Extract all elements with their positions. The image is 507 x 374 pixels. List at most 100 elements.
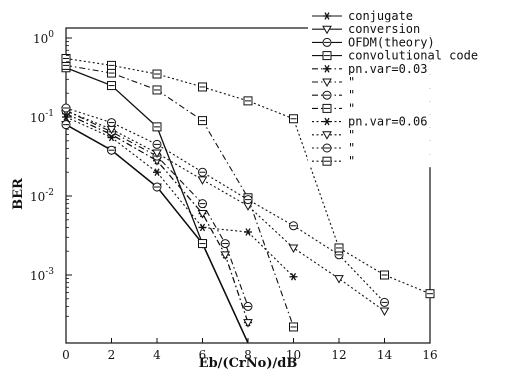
data-point	[107, 81, 116, 91]
data-point	[289, 272, 298, 281]
legend-entry: pn.var=0.06	[308, 114, 452, 129]
legend-marker	[322, 103, 332, 113]
data-point	[107, 60, 116, 70]
legend-backdrop	[308, 61, 452, 75]
legend-backdrop	[308, 48, 452, 62]
series-9	[61, 107, 390, 317]
x-tick-label: 2	[108, 348, 116, 362]
y-tick-label: 10-3	[30, 267, 54, 283]
data-point	[289, 221, 298, 231]
legend-label: conversion	[348, 22, 420, 36]
y-tick-base: 10	[30, 111, 45, 125]
data-point	[243, 319, 253, 328]
x-tick-label: 0	[62, 348, 70, 362]
legend-entry: "	[308, 154, 452, 168]
data-point	[61, 54, 71, 64]
series-7	[61, 60, 298, 332]
data-point	[152, 182, 162, 192]
data-point	[220, 251, 231, 260]
data-point	[197, 176, 208, 185]
data-point	[107, 133, 116, 142]
data-point	[288, 244, 299, 253]
data-point	[334, 243, 344, 253]
legend-backdrop	[308, 9, 452, 22]
data-point	[244, 228, 252, 236]
series-8	[62, 113, 298, 281]
data-point	[289, 322, 298, 332]
series-10	[61, 103, 389, 307]
legend-entry: convolutional code	[308, 48, 478, 63]
series-line	[65, 113, 249, 323]
data-point	[243, 96, 253, 106]
legend-label: "	[348, 101, 355, 115]
legend-entry: "	[308, 101, 452, 115]
legend-backdrop	[308, 101, 452, 115]
legend-label: "	[348, 154, 355, 168]
x-axis-title: Eb/(CrNo)/dB	[199, 356, 298, 371]
x-tick-label: 6	[199, 348, 207, 362]
y-tick-label: 10-1	[30, 109, 54, 125]
data-point	[61, 103, 71, 113]
y-tick-label: 100	[33, 30, 54, 46]
legend-entry: "	[308, 127, 452, 142]
data-point	[334, 275, 344, 284]
data-point	[198, 239, 207, 249]
legend-marker	[322, 37, 332, 47]
y-axis-title: BER	[11, 178, 26, 210]
legend-label: convolutional code	[348, 49, 478, 63]
legend-entry: conjugate	[308, 9, 452, 23]
legend-backdrop	[308, 114, 452, 128]
legend-marker	[322, 131, 332, 140]
legend-entry: pn.var=0.03	[308, 61, 452, 76]
data-point	[107, 68, 116, 78]
data-point	[379, 307, 390, 317]
legend-backdrop	[308, 22, 452, 36]
x-tick-label: 14	[377, 348, 393, 362]
legend-backdrop	[308, 141, 452, 154]
x-tick-label: 8	[244, 348, 252, 362]
series-line	[65, 67, 249, 344]
data-point	[107, 118, 116, 128]
y-tick-exponent: 0	[48, 30, 54, 40]
data-point	[289, 114, 298, 124]
legend-marker	[322, 25, 332, 35]
legend-label: OFDM(theory)	[348, 35, 435, 49]
legend-label: pn.var=0.06	[348, 115, 427, 129]
legend-marker	[322, 156, 332, 166]
y-tick-exponent: -2	[45, 188, 54, 198]
legend-label: "	[348, 75, 355, 89]
data-point	[152, 85, 162, 95]
data-point	[152, 149, 162, 159]
legend-label: "	[348, 88, 355, 102]
y-tick-exponent: -1	[45, 109, 54, 119]
data-point	[198, 167, 207, 177]
legend-marker	[322, 90, 332, 100]
data-point	[243, 195, 253, 205]
legend-backdrop	[308, 75, 452, 88]
data-point	[152, 139, 162, 149]
legend-entry: "	[308, 88, 452, 102]
legend: conjugateconversionOFDM(theory)convoluti…	[308, 9, 478, 168]
legend-marker	[323, 65, 331, 73]
legend-marker	[322, 78, 332, 88]
y-tick-base: 10	[33, 32, 48, 46]
y-tick-base: 10	[30, 190, 45, 204]
data-point	[153, 168, 161, 177]
data-point	[425, 289, 435, 299]
legend-marker	[322, 51, 332, 61]
x-tick-label: 16	[422, 348, 437, 362]
y-tick-label: 10-2	[30, 188, 54, 204]
legend-entry: "	[308, 141, 452, 155]
series-layer	[61, 54, 435, 344]
x-tick-label: 10	[286, 348, 301, 362]
data-point	[198, 199, 207, 209]
data-point	[107, 145, 116, 155]
data-point	[152, 122, 162, 132]
series-3	[61, 63, 249, 344]
data-point	[243, 301, 253, 311]
legend-label: pn.var=0.03	[348, 62, 427, 76]
series-line	[65, 107, 385, 303]
legend-marker	[323, 12, 331, 20]
x-axis: 0 2 4 6 8 10 12 14 16	[62, 338, 438, 362]
